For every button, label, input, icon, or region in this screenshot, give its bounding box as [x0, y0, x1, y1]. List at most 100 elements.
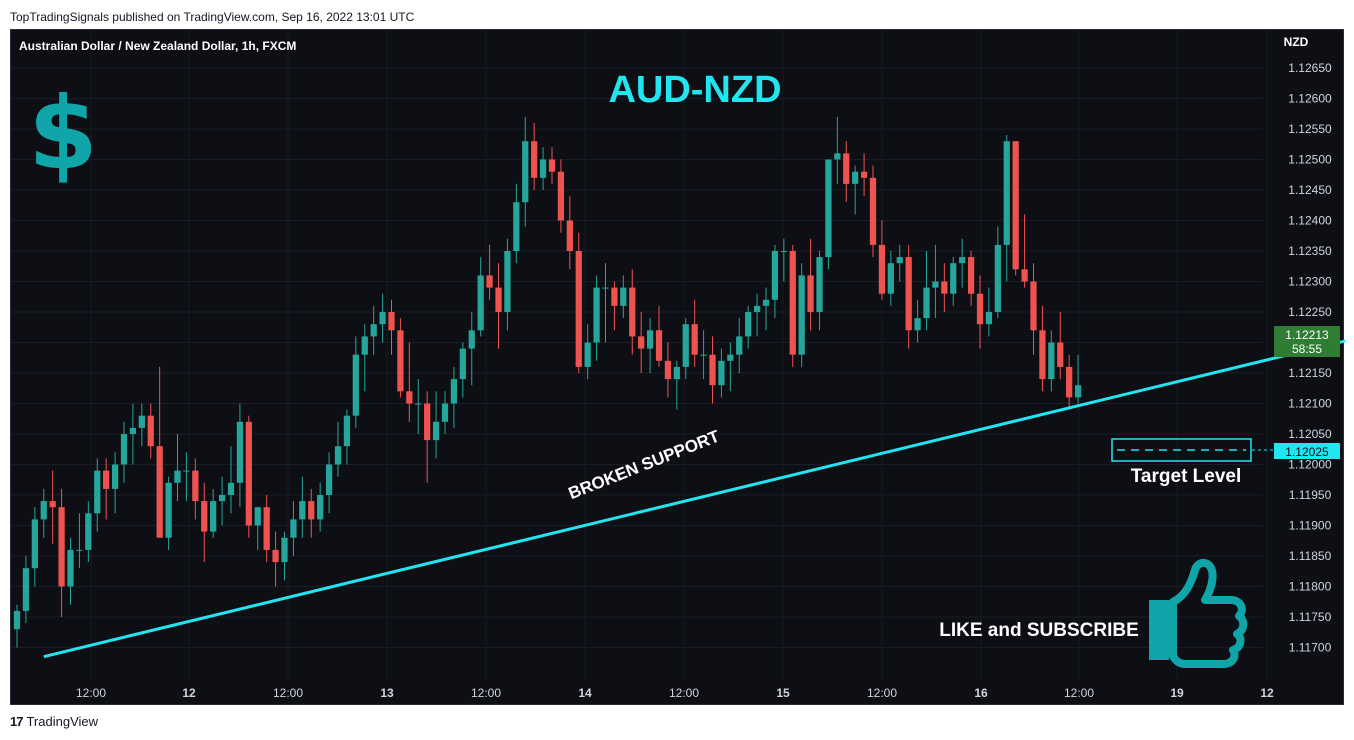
- candle: [40, 488, 47, 538]
- candle: [852, 165, 859, 215]
- x-tick-label: 12: [182, 686, 196, 700]
- candle: [352, 336, 359, 428]
- candle: [646, 318, 654, 373]
- candle: [959, 238, 966, 288]
- candle: [807, 238, 814, 331]
- candle: [789, 244, 796, 367]
- candle: [290, 501, 297, 556]
- x-tick-label: 12:00: [1064, 686, 1094, 700]
- candle: [183, 452, 190, 502]
- candle: [1021, 214, 1028, 288]
- grid: [11, 30, 1268, 680]
- candle: [103, 458, 110, 520]
- x-tick-label: 19: [1170, 686, 1184, 700]
- y-tick-label: 1.11800: [1289, 580, 1332, 594]
- candle: [424, 391, 431, 483]
- y-tick-label: 1.12400: [1288, 214, 1332, 228]
- y-tick-label: 1.11950: [1289, 488, 1332, 502]
- candle: [325, 452, 333, 514]
- candle: [111, 452, 119, 514]
- candle: [441, 391, 449, 434]
- x-tick-label: 12:00: [471, 686, 501, 700]
- candle: [1066, 354, 1073, 410]
- candle: [299, 476, 306, 538]
- candle: [932, 244, 939, 319]
- x-axis: 12:00 12 12:00 13 12:00 14 12:00 15 12:00 16 12:00…: [76, 686, 1274, 700]
- candle: [76, 513, 83, 569]
- candle: [718, 348, 725, 398]
- candle: [450, 366, 458, 428]
- y-tick-label: 1.12050: [1288, 427, 1332, 441]
- overlays: [43, 339, 1345, 659]
- like-subscribe-label: LIKE and SUBSCRIBE: [939, 620, 1139, 641]
- candle: [539, 147, 547, 190]
- candle: [780, 238, 787, 282]
- x-tick-label: 16: [974, 686, 988, 700]
- candle: [1074, 354, 1082, 404]
- candle: [843, 141, 850, 203]
- candle: [13, 604, 21, 648]
- candle: [1039, 305, 1046, 392]
- y-tick-label: 1.12550: [1288, 122, 1332, 136]
- candle: [31, 507, 38, 587]
- y-tick-label: 1.12600: [1288, 92, 1332, 106]
- candle: [1003, 135, 1010, 282]
- candle: [914, 299, 921, 343]
- candle: [709, 336, 716, 404]
- candle: [468, 312, 475, 386]
- symbol-title: Australian Dollar / New Zealand Dollar, …: [19, 39, 296, 53]
- candle: [49, 470, 56, 544]
- candle: [1048, 330, 1055, 392]
- candle: [620, 275, 627, 319]
- candle: [896, 244, 903, 282]
- candle: [825, 159, 832, 270]
- candle: [459, 342, 466, 398]
- candle: [967, 251, 975, 306]
- candle: [584, 324, 591, 380]
- chart-frame[interactable]: $ Australian Dollar / New Zealand Dollar…: [10, 29, 1345, 706]
- candle: [682, 318, 689, 380]
- candle: [486, 244, 493, 300]
- candle: [120, 421, 128, 483]
- candle: [174, 434, 181, 502]
- candle: [129, 403, 137, 465]
- candle: [361, 324, 368, 392]
- candle: [753, 293, 761, 337]
- candle: [1012, 141, 1019, 276]
- last-price-value: 1.12213: [1285, 328, 1329, 342]
- candle: [432, 391, 440, 459]
- candle: [227, 446, 235, 514]
- candle: [504, 238, 511, 331]
- thumbs-up-icon: [1149, 559, 1248, 668]
- candle: [165, 476, 172, 550]
- candle: [860, 153, 868, 197]
- x-tick-label: 12:00: [669, 686, 699, 700]
- candle: [236, 403, 244, 508]
- candle: [905, 244, 912, 349]
- candle: [522, 116, 529, 227]
- candle: [923, 251, 930, 331]
- target-box: [1111, 438, 1252, 462]
- candle: [1057, 312, 1064, 380]
- candle: [245, 415, 252, 538]
- candle: [147, 403, 154, 459]
- candle: [192, 458, 199, 520]
- x-tick-label: 14: [578, 686, 592, 700]
- candle: [201, 482, 208, 563]
- chart-canvas[interactable]: $ Australian Dollar / New Zealand Dollar…: [11, 30, 1345, 706]
- candle: [477, 257, 484, 337]
- candle: [700, 330, 707, 380]
- candle: [664, 342, 672, 398]
- candle: [334, 421, 342, 477]
- dollar-icon: $: [28, 75, 98, 192]
- candle: [655, 305, 663, 367]
- candle: [673, 360, 680, 410]
- candle: [370, 305, 377, 355]
- y-tick-label: 1.11700: [1289, 641, 1332, 655]
- candle: [638, 312, 645, 373]
- candle: [415, 379, 422, 434]
- x-tick-label: 12:00: [867, 686, 897, 700]
- candle: [343, 409, 351, 465]
- candle: [254, 507, 261, 550]
- candle: [950, 257, 957, 306]
